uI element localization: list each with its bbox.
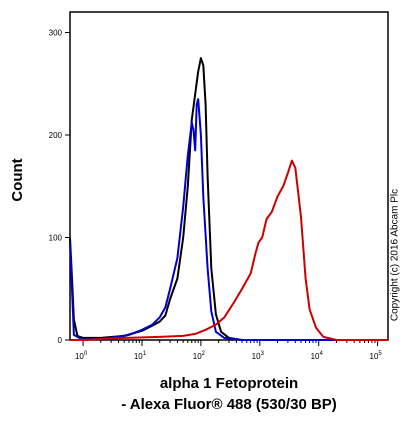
y-tick-label: 100 [49,234,63,243]
x-tick-label: 100 [75,351,88,361]
x-tick-label: 105 [370,351,383,361]
y-axis-label-text: Count [9,158,26,201]
x-tick-label: 104 [311,351,324,361]
x-axis: 100 101 102 103 104 105 [75,340,382,361]
y-tick-label: 0 [58,336,63,345]
plot-frame [69,11,389,341]
series-group [69,57,388,341]
y-tick-label: 300 [49,29,63,38]
series-line-1 [69,57,388,341]
series-line-2 [69,98,388,341]
x-tick-label: 103 [252,351,265,361]
series-line-3 [70,159,388,341]
copyright-text: Copyright (c) 2016 Abcam Plc [390,189,401,321]
y-axis-label: Count [9,158,26,201]
x-tick-label: 101 [134,351,147,361]
copyright-notice: Copyright (c) 2016 Abcam Plc [390,189,401,321]
x-axis-label: alpha 1 Fetoprotein - Alexa Fluor® 488 (… [70,373,388,415]
x-tick-label: 102 [193,351,206,361]
y-axis: 0 100 200 300 [49,29,70,345]
x-axis-label-line1: alpha 1 Fetoprotein [159,375,299,392]
x-axis-label-line2: - Alexa Fluor® 488 (530/30 BP) [121,396,337,413]
y-tick-label: 200 [49,131,63,140]
